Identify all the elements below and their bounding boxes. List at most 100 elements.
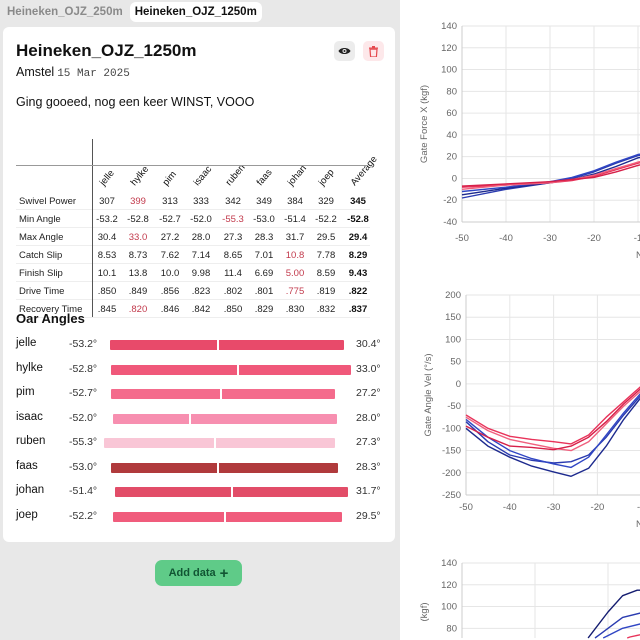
series-line [461,160,640,190]
table-cell: .846 [160,304,180,315]
table-cell: .820 [128,304,148,315]
y-tick-label: 20 [446,152,457,163]
trash-icon [369,45,378,57]
oar-angle-bar [110,340,345,350]
oar-angle-marker [214,438,217,448]
table-cell: .837 [348,304,368,315]
session-date: 15 Mar 2025 [57,68,130,80]
tab-heineken-1250m[interactable]: Heineken_OJZ_1250m [129,2,262,22]
table-cell: 8.53 [97,250,117,261]
table-cell: 329 [318,196,334,207]
y-tick-label: 0 [456,379,461,390]
min-angle: -53.0° [69,460,98,473]
session-subtitle: Amstel 15 Mar 2025 [16,65,130,80]
oar-angle-marker [223,511,226,522]
x-tick-label: -50 [459,502,473,513]
rower-name: johan [16,484,45,496]
table-cell: 11.4 [224,268,242,279]
series-line [587,589,640,639]
delete-button[interactable] [363,41,384,61]
oar-angle-row: pim -52.7° 27.2° [16,384,386,404]
column-header: pim [160,169,179,188]
y-tick-label: -100 [442,423,461,434]
y-tick-label: 100 [441,602,457,613]
x-tick-label: -1 [637,502,640,513]
session-title: Heineken_OJZ_1250m [16,41,197,60]
y-tick-label: 120 [441,43,457,54]
x-tick-label: -40 [499,233,513,244]
row-label: Max Angle [19,232,64,243]
row-label: Recovery Time [19,304,83,315]
table-row: Finish Slip 10.1 13.8 10.0 9.98 11.4 6.69 5.00 8… [16,264,370,282]
table-cell: .832 [316,304,336,315]
table-cell: 313 [162,196,178,207]
x-tick-label: -30 [543,233,557,244]
y-axis-label: Gate Angle Vel (°/s) [423,353,434,436]
table-cell: -51.4 [284,214,306,225]
oar-angle-bar [112,511,342,522]
table-cell: 10.1 [97,268,117,279]
oar-angle-marker [188,413,191,424]
table-cell: -55.3 [222,214,244,225]
rower-name: ruben [16,435,46,447]
row-label: Finish Slip [19,268,63,279]
y-tick-label: 40 [446,130,457,141]
max-angle: 28.3° [356,460,381,473]
table-row: Swivel Power 307 399 313 333 342 349 384 329 345 [16,192,370,210]
column-header: joep [316,167,337,188]
table-cell: 8.73 [128,250,148,261]
table-cell: -52.8 [127,214,149,225]
oar-angle-bar [115,487,348,497]
column-header: isaac [191,163,215,188]
table-cell: 29.4 [348,232,368,243]
column-header: ruben [223,162,248,188]
rower-name: hylke [16,361,43,374]
table-cell: 333 [193,196,209,207]
table-cell: .842 [191,304,211,315]
table-divider [92,139,93,317]
table-cell: -53.0 [253,214,275,225]
series-line [461,154,640,199]
y-tick-label: 120 [441,580,457,591]
table-cell: 31.7 [285,232,305,243]
table-cell: 29.5 [316,232,336,243]
series-line [594,612,640,639]
table-cell: -52.7 [159,214,181,225]
oar-angle-marker [216,462,219,473]
x-tick-label: -1 [634,233,640,244]
series-line [465,395,640,464]
y-tick-label: -250 [442,490,461,501]
session-note: Ging gooeed, nog een keer WINST, VOOO [16,95,255,109]
table-cell: 9.43 [348,268,368,279]
y-axis-label: (kgf) [419,603,430,622]
oar-angle-marker [236,364,239,375]
table-cell: -53.2 [96,214,118,225]
add-data-label: Add data [168,567,216,579]
table-cell: 28.0 [191,232,211,243]
x-axis-label: N [636,519,640,530]
table-cell: 27.2 [160,232,180,243]
table-row: Recovery Time .845 .820 .846 .842 .850 .829 .83… [16,300,370,318]
tab-heineken-250m[interactable]: Heineken_OJZ_250m [7,6,123,18]
add-data-button[interactable]: Add data + [155,560,242,586]
table-cell: .801 [254,286,274,297]
y-tick-label: 50 [450,357,461,368]
series-line [465,397,640,477]
max-angle: 27.3° [356,436,381,448]
oar-angles-title: Oar Angles [16,311,85,326]
y-tick-label: 200 [445,290,461,301]
table-cell: .845 [97,304,117,315]
x-axis-label: N [636,250,640,261]
table-cell: .819 [316,286,336,297]
y-tick-label: 0 [452,173,457,184]
table-cell: .856 [160,286,180,297]
y-tick-label: -40 [443,217,457,228]
view-button[interactable] [334,41,355,61]
row-label: Min Angle [19,214,61,225]
series-line [465,390,640,452]
y-tick-label: 140 [441,558,457,569]
table-cell: -52.2 [315,214,337,225]
column-header: jelle [97,167,117,188]
